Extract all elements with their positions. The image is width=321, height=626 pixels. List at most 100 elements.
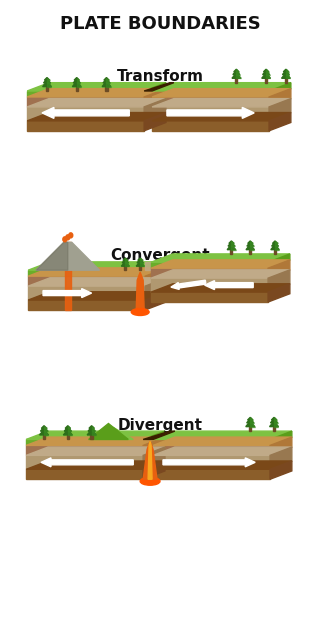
- Polygon shape: [148, 441, 152, 480]
- Polygon shape: [236, 69, 239, 72]
- Polygon shape: [68, 426, 71, 428]
- Polygon shape: [27, 107, 144, 121]
- Polygon shape: [89, 426, 94, 428]
- Polygon shape: [151, 270, 290, 278]
- Polygon shape: [247, 242, 254, 246]
- Polygon shape: [47, 79, 50, 83]
- Polygon shape: [144, 99, 166, 121]
- Polygon shape: [286, 71, 290, 74]
- Polygon shape: [246, 421, 255, 427]
- Polygon shape: [231, 241, 234, 244]
- Polygon shape: [247, 419, 254, 423]
- Polygon shape: [27, 113, 166, 121]
- Polygon shape: [143, 447, 165, 470]
- Polygon shape: [229, 241, 234, 244]
- Polygon shape: [44, 78, 50, 80]
- Ellipse shape: [66, 235, 70, 240]
- Bar: [273, 427, 275, 431]
- Polygon shape: [151, 278, 268, 292]
- Polygon shape: [231, 242, 235, 246]
- Polygon shape: [153, 431, 292, 439]
- Polygon shape: [145, 278, 167, 300]
- Polygon shape: [138, 258, 143, 260]
- Polygon shape: [152, 97, 269, 107]
- Polygon shape: [143, 437, 165, 455]
- Polygon shape: [275, 241, 278, 244]
- Polygon shape: [28, 262, 167, 270]
- Polygon shape: [250, 418, 253, 420]
- Bar: [274, 250, 276, 254]
- Bar: [265, 78, 267, 83]
- Polygon shape: [234, 69, 239, 72]
- Polygon shape: [44, 426, 47, 428]
- Polygon shape: [144, 83, 174, 91]
- Polygon shape: [27, 91, 144, 97]
- Polygon shape: [272, 242, 278, 246]
- Polygon shape: [152, 113, 291, 121]
- Bar: [76, 86, 78, 91]
- Polygon shape: [136, 262, 144, 266]
- Polygon shape: [227, 245, 236, 250]
- Polygon shape: [153, 439, 270, 446]
- Polygon shape: [36, 242, 68, 270]
- Bar: [67, 435, 69, 439]
- Bar: [230, 250, 232, 254]
- Text: Transform: Transform: [117, 69, 204, 84]
- Polygon shape: [91, 427, 95, 431]
- Ellipse shape: [131, 309, 149, 316]
- Polygon shape: [153, 446, 270, 455]
- Polygon shape: [65, 242, 71, 310]
- Polygon shape: [145, 262, 167, 276]
- Polygon shape: [68, 427, 71, 431]
- Polygon shape: [248, 241, 253, 244]
- Polygon shape: [151, 292, 268, 302]
- Polygon shape: [87, 429, 96, 435]
- Polygon shape: [26, 447, 165, 455]
- Bar: [235, 78, 238, 83]
- Ellipse shape: [69, 233, 73, 238]
- Polygon shape: [266, 69, 269, 72]
- Polygon shape: [89, 424, 128, 439]
- Polygon shape: [286, 69, 289, 72]
- Polygon shape: [28, 270, 145, 276]
- Polygon shape: [282, 71, 290, 74]
- Bar: [46, 86, 48, 91]
- Polygon shape: [270, 419, 278, 423]
- Text: PLATE BOUNDARIES: PLATE BOUNDARIES: [60, 15, 260, 33]
- Polygon shape: [44, 427, 48, 431]
- Polygon shape: [270, 461, 292, 480]
- Polygon shape: [152, 83, 291, 91]
- Polygon shape: [152, 121, 269, 131]
- Polygon shape: [77, 79, 80, 83]
- Polygon shape: [137, 259, 143, 263]
- Bar: [124, 266, 126, 270]
- Polygon shape: [102, 81, 111, 86]
- Polygon shape: [28, 292, 167, 300]
- Polygon shape: [107, 78, 109, 80]
- Polygon shape: [136, 272, 144, 310]
- Polygon shape: [153, 470, 270, 480]
- Polygon shape: [153, 447, 292, 455]
- Bar: [43, 435, 45, 439]
- Polygon shape: [28, 286, 145, 300]
- Polygon shape: [47, 78, 50, 80]
- Polygon shape: [270, 437, 292, 455]
- Polygon shape: [250, 245, 255, 250]
- Polygon shape: [39, 429, 48, 435]
- Polygon shape: [77, 78, 79, 80]
- Polygon shape: [125, 258, 128, 260]
- Polygon shape: [140, 259, 143, 263]
- Polygon shape: [125, 262, 129, 266]
- Polygon shape: [77, 81, 81, 86]
- FancyArrow shape: [167, 108, 254, 118]
- Polygon shape: [26, 446, 143, 455]
- Polygon shape: [266, 73, 270, 78]
- Bar: [249, 427, 251, 431]
- Polygon shape: [151, 260, 290, 268]
- Polygon shape: [151, 254, 290, 262]
- Polygon shape: [145, 292, 167, 310]
- Polygon shape: [274, 421, 279, 427]
- Polygon shape: [269, 99, 291, 121]
- Polygon shape: [27, 97, 144, 107]
- Polygon shape: [40, 427, 48, 431]
